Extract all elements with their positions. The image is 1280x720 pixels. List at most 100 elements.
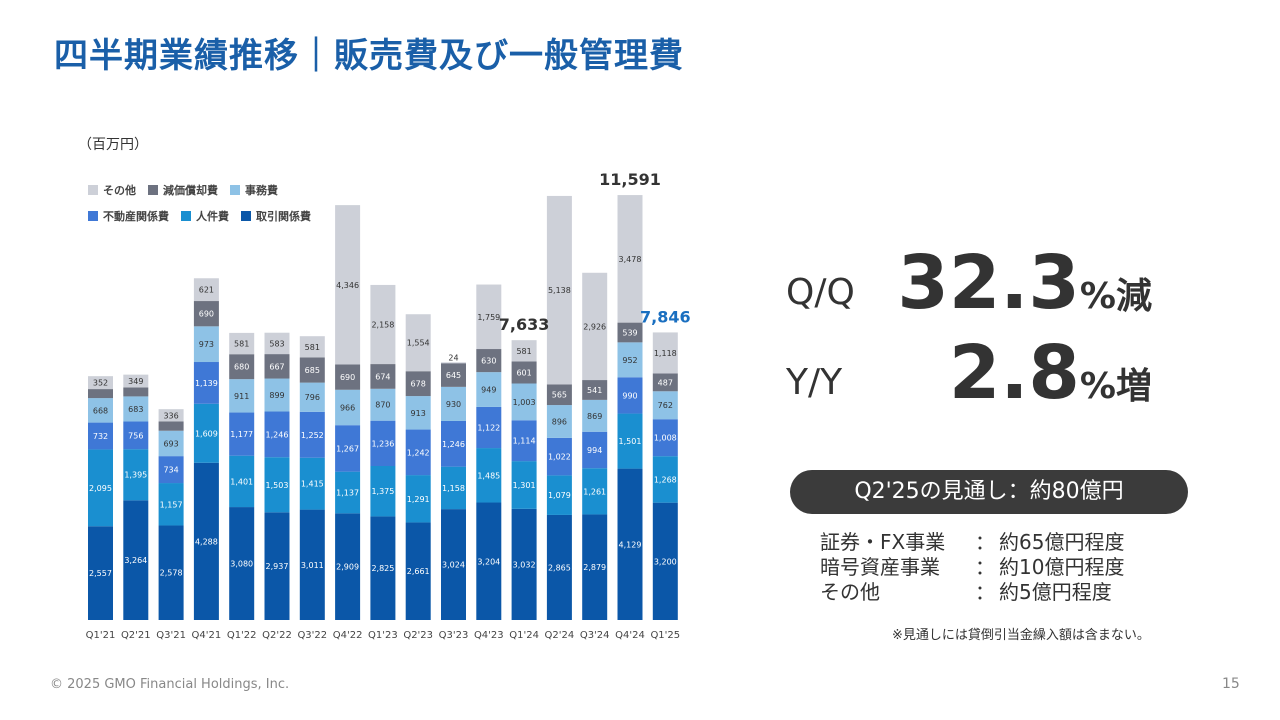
data-label: 3,478 xyxy=(619,255,642,264)
data-label: 1,375 xyxy=(371,487,394,496)
bar-segment xyxy=(546,384,572,406)
bar-segment xyxy=(511,420,537,462)
bar-segment xyxy=(123,374,149,388)
x-tick-label: Q4'21 xyxy=(192,630,222,641)
data-label: 1,114 xyxy=(513,437,536,446)
data-label: 1,177 xyxy=(230,430,253,439)
qq-number: 32.3 xyxy=(897,240,1080,326)
bar-segment xyxy=(158,483,184,526)
bar-segment xyxy=(193,462,219,620)
sga-stacked-bar-chart: 2,5572,095732668246352Q1'213,2641,395756… xyxy=(86,170,691,641)
bar-segment xyxy=(546,514,572,620)
x-tick-label: Q3'23 xyxy=(439,630,469,641)
page-title: 四半期業績推移｜販売費及び一般管理費 xyxy=(54,36,684,76)
bar-segment xyxy=(546,437,572,476)
data-label: 3,200 xyxy=(654,557,677,566)
data-label: 1,242 xyxy=(407,448,430,457)
bar-segment xyxy=(193,362,219,404)
bar-segment xyxy=(299,357,325,383)
bar-segment xyxy=(335,364,361,390)
bar-segment xyxy=(582,514,608,620)
bar-segment xyxy=(229,354,255,380)
data-label: 952 xyxy=(622,356,637,365)
bar-segment xyxy=(264,378,290,412)
data-label: 3,264 xyxy=(124,556,147,565)
x-tick-label: Q4'22 xyxy=(333,630,363,641)
yy-value: 2.8%増 xyxy=(880,330,1152,416)
bar-segment xyxy=(441,363,466,387)
bar-segment xyxy=(88,398,113,423)
data-label: 4,129 xyxy=(619,540,642,549)
x-tick-label: Q4'24 xyxy=(615,630,645,641)
legend-swatch xyxy=(241,211,251,221)
data-label: 336 xyxy=(163,411,178,420)
bar-segment xyxy=(299,336,325,358)
bar-segment xyxy=(652,419,678,457)
data-label: 762 xyxy=(658,401,673,410)
data-label: 1,401 xyxy=(230,477,253,486)
data-label: 630 xyxy=(481,357,496,366)
bar-segment xyxy=(546,405,572,438)
bar-segment xyxy=(476,284,502,350)
data-label: 1,003 xyxy=(513,398,536,407)
legend-item: 減価償却費 xyxy=(148,182,218,198)
bar-segment xyxy=(405,475,431,523)
data-label: 581 xyxy=(305,343,320,352)
data-label: 2,557 xyxy=(89,569,112,578)
bar-segment xyxy=(441,386,466,421)
bar-segment xyxy=(652,373,678,392)
x-tick-label: Q4'23 xyxy=(474,630,504,641)
bar-segment xyxy=(264,457,290,513)
bar-segment xyxy=(264,332,290,355)
data-label: 541 xyxy=(587,386,602,395)
bar-segment xyxy=(158,456,184,484)
legend-item: その他 xyxy=(88,182,136,198)
data-label: 1,503 xyxy=(266,481,289,490)
data-label: 896 xyxy=(552,417,567,426)
bar-segment xyxy=(441,362,466,364)
x-tick-label: Q3'24 xyxy=(580,630,610,641)
bar-segment xyxy=(476,349,502,373)
data-label: 581 xyxy=(516,347,531,356)
legend-swatch xyxy=(181,211,191,221)
legend-swatch xyxy=(88,185,98,195)
x-tick-label: Q1'24 xyxy=(509,630,539,641)
data-label: 930 xyxy=(446,400,461,409)
data-label: 349 xyxy=(128,377,143,386)
bar-segment xyxy=(88,449,113,527)
data-label: 24 xyxy=(448,353,458,362)
data-label: 756 xyxy=(128,431,143,440)
data-label: 601 xyxy=(516,368,531,377)
data-label: 1,485 xyxy=(477,471,500,480)
data-label: 2,937 xyxy=(266,562,289,571)
data-label: 3,204 xyxy=(477,557,500,566)
bar-segment xyxy=(370,284,396,365)
bar-segment xyxy=(229,455,255,508)
data-label: 1,291 xyxy=(407,495,430,504)
forecast-row: その他 ：約5億円程度 xyxy=(820,580,1124,605)
x-tick-label: Q3'22 xyxy=(297,630,327,641)
data-label: 2,158 xyxy=(371,321,394,330)
bar-segment xyxy=(264,354,290,379)
data-label: 1,501 xyxy=(619,437,642,446)
bar-segment xyxy=(193,301,219,327)
bar-segment xyxy=(158,525,184,620)
bar-segment xyxy=(193,326,219,363)
total-label: 7,846 xyxy=(640,307,691,326)
bar-segment xyxy=(370,466,396,517)
data-label: 1,158 xyxy=(442,484,465,493)
qq-label: Q/Q xyxy=(786,272,855,313)
data-label: 1,008 xyxy=(654,434,677,443)
forecast-value: 約10億円程度 xyxy=(999,555,1125,579)
bar-segment xyxy=(652,502,678,620)
bar-segment xyxy=(370,364,396,389)
data-label: 1,261 xyxy=(583,487,606,496)
data-label: 2,661 xyxy=(407,567,430,576)
data-label: 1,236 xyxy=(371,439,394,448)
data-label: 911 xyxy=(234,392,249,401)
forecast-pill: Q2'25の見通し：約80億円 xyxy=(790,470,1188,514)
x-tick-label: Q1'23 xyxy=(368,630,398,641)
bar-segment xyxy=(582,399,608,432)
x-tick-label: Q2'23 xyxy=(403,630,433,641)
bar-segment xyxy=(123,449,149,501)
